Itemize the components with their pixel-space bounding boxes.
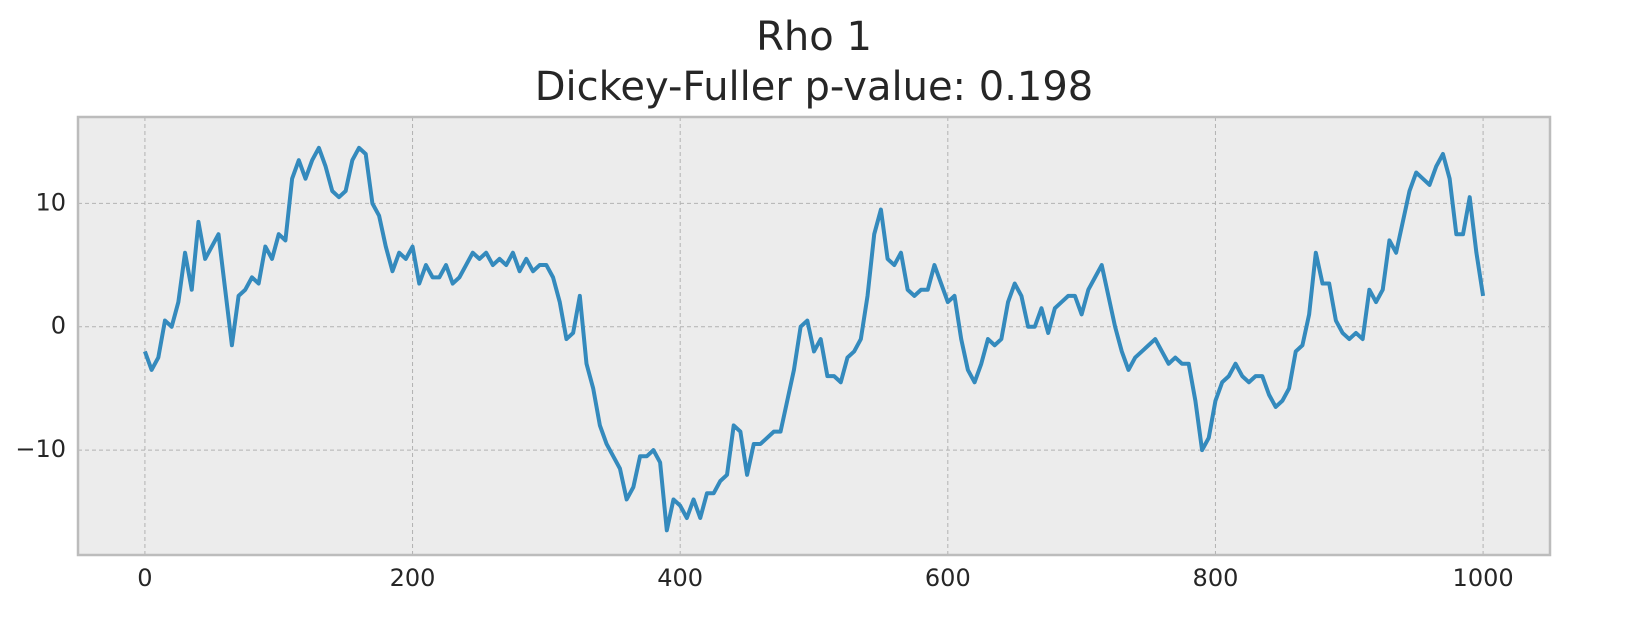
chart-subtitle: Dickey-Fuller p-value: 0.198 (535, 64, 1094, 110)
y-tick-label: 10 (35, 188, 66, 216)
x-tick-label: 1000 (1453, 564, 1514, 592)
x-tick-label: 0 (137, 564, 152, 592)
x-tick-label: 400 (657, 564, 703, 592)
x-tick-label: 200 (390, 564, 436, 592)
chart-title: Rho 1 (756, 14, 872, 60)
y-tick-label: 0 (51, 312, 66, 340)
x-tick-label: 800 (1193, 564, 1239, 592)
data-line (143, 145, 1486, 533)
x-tick-label: 600 (925, 564, 971, 592)
plot-border (76, 115, 1552, 557)
y-tick-label: −10 (15, 435, 66, 463)
plot-area (78, 117, 1550, 555)
